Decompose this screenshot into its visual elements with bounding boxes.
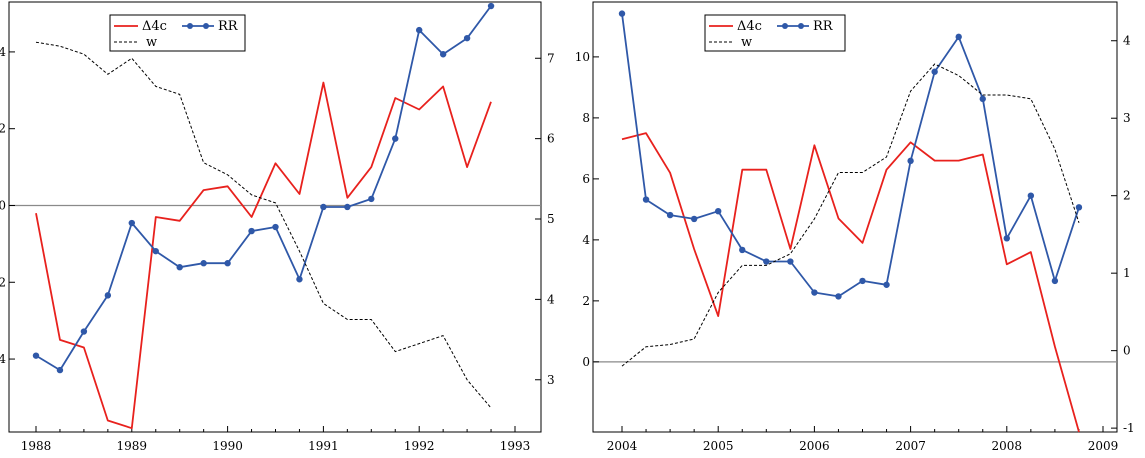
series-point-rr [416, 26, 423, 34]
series-point-rr [272, 223, 279, 231]
series-point-rr [1075, 204, 1083, 211]
series-point-rr [152, 247, 159, 255]
series-point-rr [56, 366, 64, 374]
series-point-rr [439, 51, 447, 58]
series-point-rr [666, 211, 674, 219]
legend-box [704, 14, 846, 52]
series-point-rr [907, 157, 914, 165]
y-right-tick-label: 0 [1123, 344, 1131, 358]
series-line-w [621, 63, 1080, 367]
x-tick-label: 2004 [607, 439, 638, 453]
y-left-tick-label: 10 [575, 50, 590, 64]
legend: Δ4c RR w [704, 14, 846, 52]
y-left-tick-label: 2 [0, 122, 6, 136]
x-tick-label: 2005 [703, 439, 734, 453]
legend-marker-rr [187, 23, 193, 29]
series-point-rr [955, 33, 962, 41]
series-line-w [35, 41, 492, 409]
series-point-rr [80, 328, 88, 335]
series-point-rr [104, 292, 112, 299]
x-tick-label: 1992 [404, 439, 435, 453]
y-right-tick-label: 3 [1123, 111, 1131, 125]
legend-label-delta4c: Δ4c [142, 19, 167, 34]
legend-label-w: w [741, 35, 752, 50]
series-line-4cdelta4c [621, 132, 1080, 433]
series-point-rr [128, 219, 135, 227]
series-point-rr [1051, 277, 1059, 285]
series-point-rr [883, 281, 890, 288]
series-point-rr [715, 207, 722, 215]
y-right-tick-label: 4 [547, 292, 555, 306]
x-tick-label: 2007 [895, 439, 926, 453]
series-point-rr [1027, 192, 1035, 199]
y-left-tick-label: 0 [582, 355, 590, 369]
series-point-rr [32, 352, 40, 359]
series-line-rr [35, 5, 492, 372]
series-point-rr [618, 10, 626, 17]
legend-marker-rr [782, 23, 788, 29]
series-point-rr [463, 34, 471, 42]
y-right-tick-label: 2 [1123, 189, 1131, 203]
legend-box [109, 14, 246, 52]
series-point-rr [392, 135, 399, 142]
y-right-tick-label: 4 [1123, 34, 1131, 48]
legend-label-w: w [146, 35, 157, 50]
legend-marker-rr [798, 23, 804, 29]
x-tick-label: 1993 [500, 439, 531, 453]
series-point-rr [368, 195, 375, 203]
y-left-tick-label: 4 [0, 45, 6, 59]
series-point-rr [176, 264, 183, 271]
y-left-tick-label: 0 [0, 198, 6, 212]
series-point-rr [248, 227, 255, 235]
series-line-4cdelta4c [35, 81, 492, 430]
series-point-rr [859, 277, 866, 285]
series-point-rr [811, 289, 818, 296]
series-point-rr [763, 258, 770, 265]
series-point-rr [296, 276, 303, 283]
plot-frame [592, 1, 1118, 433]
legend: Δ4c RR w [109, 14, 246, 52]
series-point-rr [224, 260, 231, 267]
y-left-tick-label: 2 [582, 294, 590, 308]
legend-label-rr: RR [813, 19, 834, 34]
x-tick-label: 1991 [308, 439, 339, 453]
series-point-rr [931, 68, 938, 75]
chart-panel-2: 2004 2005 2006 2007 2008 2009108642043210-1Δ4… [575, 1, 1135, 453]
series-point-rr [690, 215, 698, 223]
y-right-tick-label: 7 [547, 51, 555, 65]
series-point-rr [344, 203, 351, 211]
series-point-rr [487, 2, 495, 10]
series-point-rr [835, 293, 842, 300]
y-left-tick-label: 4 [582, 233, 590, 247]
x-tick-label: 2006 [799, 439, 830, 453]
legend-label-delta4c: Δ4c [737, 19, 762, 34]
x-tick-label: 1988 [21, 439, 52, 453]
series-point-rr [642, 196, 650, 203]
series-point-rr [787, 258, 794, 265]
series-point-rr [739, 246, 746, 254]
x-tick-label: 1990 [212, 439, 243, 453]
y-left-tick-label: 6 [582, 172, 590, 186]
y-right-tick-label: 1 [1123, 266, 1131, 280]
y-right-tick-label: 3 [547, 373, 555, 387]
series-point-rr [200, 260, 207, 267]
y-left-tick-label: 8 [582, 111, 590, 125]
series-line-rr [621, 13, 1080, 298]
x-tick-label: 2009 [1088, 439, 1119, 453]
chart-panel-1: 1988 1989 1990 1991 1992 1993 4 2 0 2 4 7 6 5 4 3 Δ4c RR w [0, 1, 555, 453]
x-tick-label: 2008 [992, 439, 1023, 453]
legend-marker-rr [203, 23, 209, 29]
y-left-tick-label: 4 [0, 352, 6, 366]
y-right-tick-label: -1 [1123, 421, 1135, 435]
plot-frame [8, 1, 542, 433]
x-tick-label: 1989 [117, 439, 148, 453]
y-right-tick-label: 6 [547, 132, 555, 146]
series-point-rr [979, 95, 986, 103]
y-right-tick-label: 5 [547, 212, 555, 226]
legend-label-rr: RR [218, 19, 239, 34]
series-point-rr [320, 203, 327, 211]
series-point-rr [1003, 235, 1010, 242]
y-left-tick-label: 2 [0, 275, 6, 289]
